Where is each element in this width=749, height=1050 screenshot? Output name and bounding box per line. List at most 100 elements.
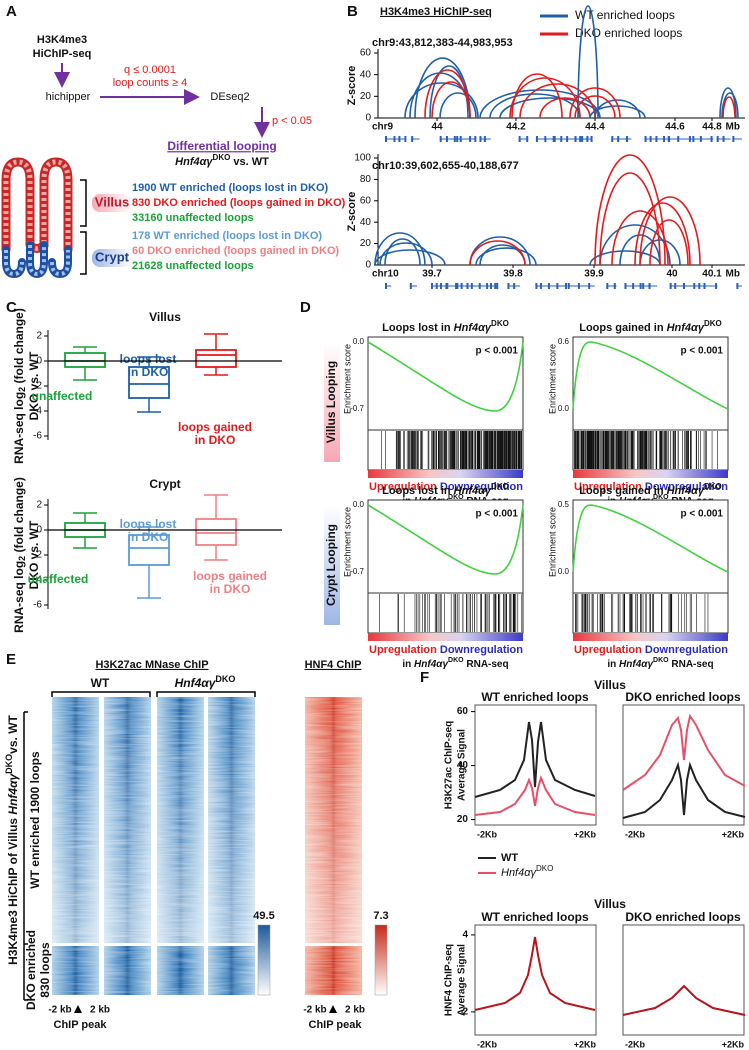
- y-tick-label: -0.7: [350, 404, 364, 413]
- x-tick-label: 39.7: [422, 269, 442, 280]
- x-tick-label: 44.8: [702, 122, 722, 133]
- text-label: HNF4 ChIP-seq: [444, 944, 455, 1016]
- panel-label: C: [6, 299, 17, 316]
- loop-arc: [569, 87, 621, 119]
- gene-exon: [479, 136, 482, 142]
- text-part: Hnf4αγ: [501, 867, 538, 879]
- text-part: DKO: [704, 319, 722, 328]
- text-label: in DKO: [210, 582, 251, 596]
- text-label: in DKO: [195, 433, 236, 447]
- gene-exon: [642, 283, 645, 289]
- text-label: -2Kb: [477, 1039, 498, 1049]
- text-label: HNF4 ChIP: [305, 659, 362, 671]
- gene-exon: [393, 136, 396, 142]
- gene-exon: [494, 283, 497, 289]
- text-part: DKO: [491, 319, 509, 328]
- text-label: H3K4me3: [37, 34, 87, 46]
- highlight: [92, 194, 132, 212]
- y-tick-label: 40: [360, 69, 372, 80]
- text-label: Differential looping: [167, 139, 276, 153]
- y-tick-label: -6: [33, 600, 42, 611]
- gene-exon: [732, 136, 735, 142]
- loop-arc: [539, 97, 591, 119]
- barcode-frame: [367, 592, 524, 634]
- gene-exon: [439, 136, 442, 142]
- gene-exon: [566, 136, 569, 142]
- text-part: H3K4me3 HiChIP of Villus: [6, 815, 20, 965]
- text-label: loops lost: [120, 517, 177, 531]
- text-part: Hnf4αγ: [454, 322, 492, 334]
- text-label: q ≤ 0.0001: [124, 64, 176, 76]
- color-scale: [374, 924, 388, 996]
- gene-exon: [404, 136, 407, 142]
- loop-arc: [577, 5, 599, 119]
- y-tick-label: 0.0: [558, 567, 570, 576]
- gene-exon: [736, 283, 739, 289]
- text-label: +2Kb: [722, 1039, 745, 1049]
- box: [195, 349, 237, 368]
- gene-exon: [478, 283, 481, 289]
- enrichment-curve: [572, 504, 729, 573]
- gene-exon: [649, 136, 652, 142]
- text-label: RNA-seq log2 (fold change): [12, 477, 27, 633]
- text-label: Enrichment score: [342, 344, 352, 414]
- text-part: RNA-seq log: [12, 392, 26, 464]
- loop-arc: [469, 240, 526, 266]
- loop-arc: [499, 97, 601, 119]
- crypt-cells: [4, 245, 70, 277]
- gene-exon: [470, 283, 473, 289]
- text-label: 2 kb: [345, 1005, 365, 1016]
- loop-arc: [639, 196, 701, 266]
- gene-exon: [698, 283, 701, 289]
- text-label: Hnf4αγDKO: [175, 674, 236, 690]
- y-tick-label: -6: [33, 431, 42, 442]
- text-label: Downregulation: [440, 481, 523, 493]
- y-tick-label: 0: [36, 356, 42, 367]
- heatmap-texture: [157, 697, 204, 943]
- text-label: in Hnf4αγDKO RNA-seq: [402, 657, 508, 670]
- text-label: loops gained: [178, 420, 252, 434]
- text-label: Crypt: [149, 477, 180, 491]
- gene-exon: [455, 283, 458, 289]
- x-tick-label: 40.1: [702, 269, 722, 280]
- text-part: Hnf4αγ: [6, 772, 20, 814]
- text-label: Downregulation: [645, 481, 728, 493]
- text-label: Upregulation: [369, 644, 437, 656]
- text-part: DKO: [653, 494, 669, 501]
- text-label: Upregulation: [574, 481, 642, 493]
- text-label: ChIP peak: [54, 1019, 108, 1031]
- gene-exon: [715, 283, 718, 289]
- gene-exon: [564, 283, 567, 289]
- gene-exon: [547, 283, 550, 289]
- gene-exon: [518, 136, 521, 142]
- text-part: vs. WT: [6, 714, 20, 753]
- text-label: chr10: [372, 269, 399, 280]
- text-label: p < 0.05: [272, 115, 312, 127]
- panel-label: B: [347, 3, 358, 20]
- text-label: HiChIP-seq: [33, 48, 92, 60]
- gene-exon: [446, 283, 449, 289]
- gene-exon: [611, 136, 614, 142]
- loop-arc: [599, 172, 661, 266]
- text-label: Enrichment score: [547, 507, 557, 577]
- profile-curve: [622, 713, 746, 791]
- loop-arc: [649, 219, 689, 266]
- text-label: unaffected: [32, 389, 93, 403]
- heatmap-texture: [104, 946, 151, 995]
- text-label: -2 kb: [303, 1005, 326, 1016]
- text-label: loop counts ≥ 4: [113, 77, 188, 89]
- text-label: ChIP peak: [309, 1019, 363, 1031]
- gene-exon: [431, 283, 434, 289]
- y-tick-label: 20: [360, 238, 372, 249]
- x-tick-label: 44.2: [506, 122, 526, 133]
- heatmap-texture: [104, 697, 151, 943]
- text-part: in: [402, 659, 414, 670]
- text-label: DKO enriched loops: [625, 690, 741, 704]
- loop-arc: [589, 250, 661, 266]
- gene-exon: [722, 136, 725, 142]
- color-bar: [368, 633, 523, 641]
- text-label: H3K4me3 HiChIP-seq: [380, 6, 492, 18]
- bracket: [80, 231, 87, 275]
- text-label: Downregulation: [440, 644, 523, 656]
